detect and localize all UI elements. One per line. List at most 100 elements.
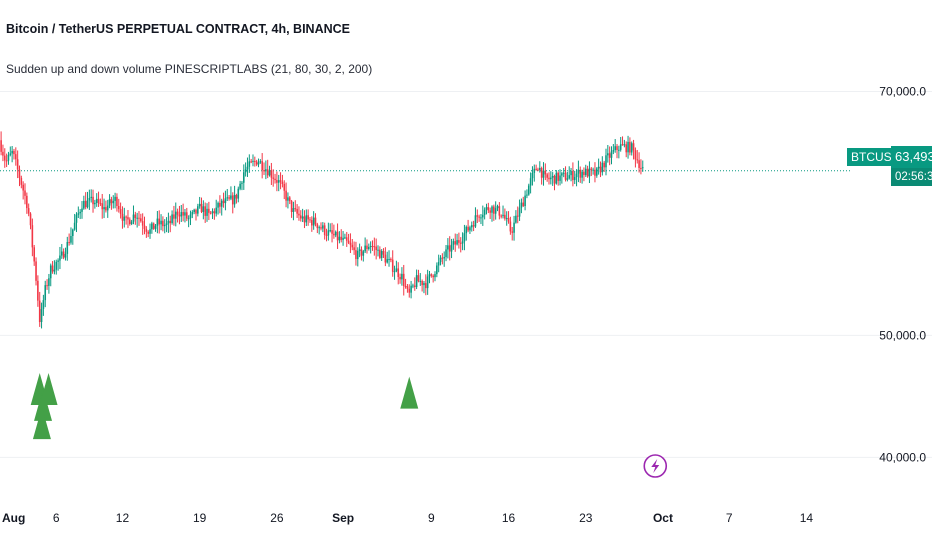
candle-body: [154, 225, 157, 229]
candle-body: [75, 214, 78, 223]
indicator-legend[interactable]: Sudden up and down volume PINESCRIPTLABS…: [6, 62, 373, 76]
candle-body: [309, 219, 311, 221]
candle-body: [2, 151, 4, 156]
candle-body: [515, 215, 517, 223]
candle-body: [244, 169, 247, 173]
candle-body: [509, 221, 512, 232]
candle-body: [125, 216, 127, 218]
candle-body: [421, 281, 423, 286]
signal-markers: [30, 373, 419, 440]
candle-body: [241, 182, 243, 184]
candle-body: [5, 160, 8, 162]
candle-body: [404, 286, 407, 288]
candle-body: [454, 241, 457, 245]
candle-body: [390, 259, 392, 261]
candle-body: [277, 180, 280, 183]
candle-body: [72, 229, 74, 236]
candle-body: [3, 155, 6, 161]
candle-body: [296, 208, 298, 214]
candle-body: [101, 203, 104, 210]
candle-body: [470, 225, 473, 228]
candle-body: [24, 190, 26, 196]
candle-body: [141, 221, 144, 226]
candle-body: [55, 261, 58, 270]
candle-body: [49, 265, 52, 279]
candle-body: [579, 169, 582, 178]
time-tick-label: 26: [270, 511, 284, 525]
candle-body: [106, 205, 109, 211]
candle-body: [156, 218, 159, 226]
candle-body: [344, 237, 346, 239]
candle-body: [336, 231, 339, 241]
candle-body: [559, 175, 561, 181]
candle-body: [7, 154, 10, 161]
candle-body: [345, 237, 348, 241]
candle-body: [287, 197, 289, 201]
candle-body: [472, 225, 475, 227]
candle-body: [206, 208, 208, 216]
time-tick-label: 7: [726, 511, 733, 525]
candle-body: [252, 160, 254, 162]
candle-body: [450, 244, 453, 252]
candle-body: [145, 228, 148, 232]
candle-body: [189, 214, 192, 219]
candle-body: [410, 285, 412, 293]
candle-body: [356, 250, 359, 260]
signal-triangle: [400, 376, 419, 409]
grid-lines: [0, 90, 932, 458]
candle-body: [546, 174, 548, 178]
candle-body: [417, 275, 420, 282]
candle-body: [588, 168, 591, 177]
candle-body: [483, 209, 486, 215]
candle-body: [37, 280, 39, 301]
candle-body: [60, 251, 63, 256]
candle-body: [132, 214, 135, 222]
candle-body: [138, 217, 140, 219]
candle-body: [53, 269, 56, 272]
price-axis[interactable]: 70,000.0 50,000.0 40,000.0: [879, 84, 926, 464]
candle-body: [555, 172, 558, 184]
time-tick-label: Sep: [332, 511, 354, 525]
candle-body: [529, 178, 532, 186]
candle-body: [77, 213, 80, 215]
candle-body: [586, 168, 589, 177]
candle-body: [358, 249, 361, 251]
candle-body: [99, 203, 102, 205]
candle-body: [26, 195, 28, 209]
candle-body: [217, 202, 219, 208]
candle-body: [485, 207, 488, 210]
candles: [0, 131, 644, 329]
candle-body: [165, 223, 168, 225]
candle-body: [92, 196, 94, 205]
candle-body: [167, 220, 170, 224]
candle-body: [222, 200, 225, 204]
candle-body: [15, 154, 17, 160]
symbol-title[interactable]: Bitcoin / TetherUS PERPETUAL CONTRACT, 4…: [6, 22, 351, 36]
candle-body: [461, 241, 464, 244]
candle-body: [334, 231, 337, 236]
candle-body: [127, 217, 129, 220]
candle-body: [97, 198, 100, 204]
candle-body: [38, 300, 41, 323]
candle-body: [594, 169, 596, 176]
candle-body: [443, 257, 445, 259]
time-axis[interactable]: Aug 6 12 19 26 Sep 9 16 23 Oct 7 14: [2, 511, 813, 525]
candle-body: [577, 169, 580, 174]
candle-body: [548, 177, 550, 180]
candle-body: [84, 200, 87, 208]
candle-body: [158, 218, 161, 225]
candle-body: [184, 212, 186, 216]
candle-body: [105, 207, 107, 211]
candle-body: [333, 233, 335, 236]
candle-body: [35, 261, 37, 281]
candle-body: [57, 260, 59, 262]
candle-body: [516, 215, 519, 217]
signal-triangle: [39, 373, 58, 406]
candle-body: [298, 213, 300, 216]
candle-body: [325, 234, 328, 236]
candle-body: [573, 177, 576, 181]
candle-body: [68, 242, 70, 244]
lightning-icon[interactable]: [643, 454, 668, 478]
